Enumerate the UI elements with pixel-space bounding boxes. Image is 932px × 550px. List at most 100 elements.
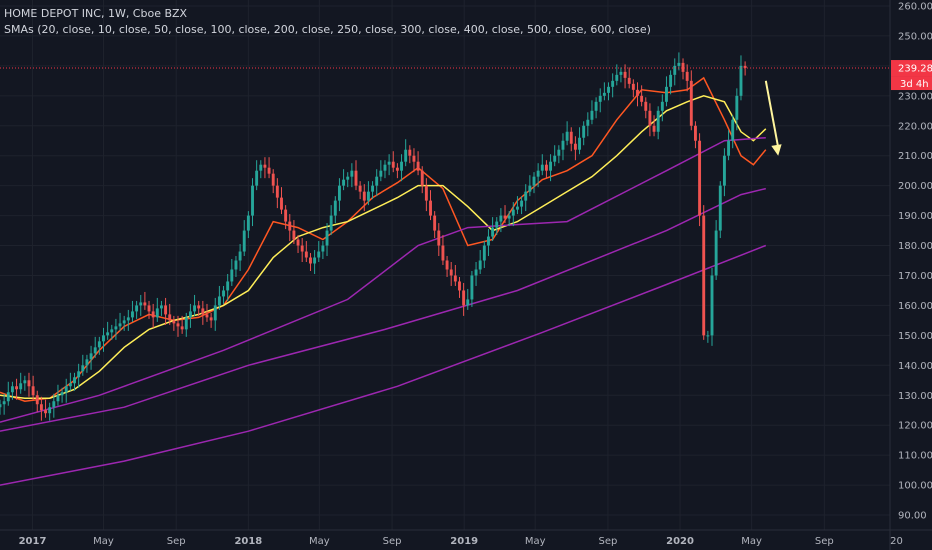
candle-body — [193, 305, 197, 312]
time-tick-label: 2020 — [666, 536, 694, 547]
candle-body — [383, 164, 387, 171]
candle-body — [122, 320, 126, 324]
candle-body — [251, 185, 254, 216]
candle-body — [474, 269, 478, 276]
candle-body — [23, 380, 27, 384]
candle-body — [139, 302, 143, 306]
candle-body — [73, 377, 76, 384]
candle-body — [520, 200, 524, 207]
candle-body — [309, 257, 312, 264]
candle-body — [507, 215, 511, 219]
candle-body — [677, 62, 681, 66]
candle-body — [313, 257, 317, 264]
candle-body — [565, 131, 569, 141]
candle-body — [743, 65, 747, 69]
candle-body — [602, 92, 606, 96]
candle-body — [379, 170, 383, 177]
symbol-title[interactable]: HOME DEPOT INC, 1W, Cboe BZX — [4, 7, 188, 20]
candle-body — [60, 392, 64, 396]
candle-body — [449, 269, 453, 276]
candle-body — [598, 95, 602, 102]
candle-body — [205, 314, 209, 318]
candle-body — [462, 290, 466, 306]
price-tick-label: 210.00 — [898, 151, 932, 162]
candle-body — [673, 65, 677, 75]
candle-body — [607, 86, 610, 93]
candle-body — [246, 215, 250, 231]
chart-legend: HOME DEPOT INC, 1W, Cboe BZX SMAs (20, c… — [4, 6, 651, 38]
candle-body — [329, 215, 333, 231]
price-tick-label: 100.00 — [898, 481, 932, 492]
candle-body — [466, 299, 470, 306]
candle-body — [412, 155, 416, 162]
candle-body — [77, 371, 81, 378]
price-tick-label: 150.00 — [898, 331, 932, 342]
candle-body — [731, 119, 735, 141]
candle-body — [702, 215, 706, 336]
time-tick-label: Sep — [167, 536, 186, 547]
candle-body — [358, 185, 362, 192]
sma-lines — [0, 76, 767, 486]
candle-body — [669, 74, 673, 87]
candle-body — [515, 206, 519, 210]
time-tick-label: Sep — [598, 536, 617, 547]
arrow-head — [771, 144, 782, 156]
candle-body — [660, 101, 664, 111]
candle-body — [718, 185, 722, 231]
candle-body — [478, 260, 482, 270]
indicator-legend[interactable]: SMAs (20, close, 10, close, 50, close, 1… — [4, 23, 651, 36]
candle-body — [437, 230, 441, 246]
candle-body — [342, 179, 346, 186]
candle-body — [458, 281, 461, 291]
candle-body — [569, 131, 573, 144]
candle-body — [536, 170, 540, 177]
candle-body — [52, 401, 56, 408]
candle-body — [176, 323, 180, 327]
candle-body — [631, 83, 635, 90]
candle-body — [544, 164, 548, 171]
candle-body — [433, 215, 437, 231]
time-axis[interactable]: 2017 May Sep 2018 May Sep 2019 May Sep 2020 May Sep… — [19, 536, 903, 547]
candle-body — [511, 209, 515, 216]
candle-body — [441, 245, 445, 261]
candle-body — [275, 185, 279, 198]
candle-body — [135, 305, 139, 312]
candle-body — [693, 125, 697, 141]
candle-body — [416, 161, 420, 171]
sma-10-line — [0, 76, 767, 402]
candle-body — [197, 305, 201, 309]
candle-body — [188, 311, 192, 318]
candle-body — [615, 74, 619, 81]
candle-body — [114, 326, 118, 330]
candle-body — [325, 230, 329, 246]
candle-body — [532, 176, 536, 186]
candle-body — [623, 71, 627, 78]
annotation-arrow — [764, 80, 782, 156]
candle-body — [110, 329, 114, 333]
candle-body — [636, 89, 639, 96]
candle-body — [333, 200, 337, 216]
candle-body — [226, 281, 230, 291]
candle-body — [168, 314, 172, 321]
candle-body — [400, 161, 403, 171]
candle-body — [44, 410, 47, 414]
time-tick-label: Sep — [815, 536, 834, 547]
candle-body — [656, 110, 660, 132]
candle-body — [540, 164, 544, 171]
price-tick-label: 160.00 — [898, 301, 932, 312]
candle-body — [159, 305, 163, 309]
candle-body — [263, 164, 267, 168]
candle-body — [366, 191, 370, 201]
candle-body — [429, 200, 432, 216]
candle-body — [288, 221, 292, 231]
candle-body — [209, 317, 213, 321]
candle-body — [665, 86, 668, 102]
time-tick-label: 2017 — [19, 536, 47, 547]
price-tick-label: 250.00 — [898, 31, 932, 42]
candle-body — [259, 164, 263, 171]
candle-body — [652, 125, 656, 132]
candle-body — [164, 305, 168, 315]
